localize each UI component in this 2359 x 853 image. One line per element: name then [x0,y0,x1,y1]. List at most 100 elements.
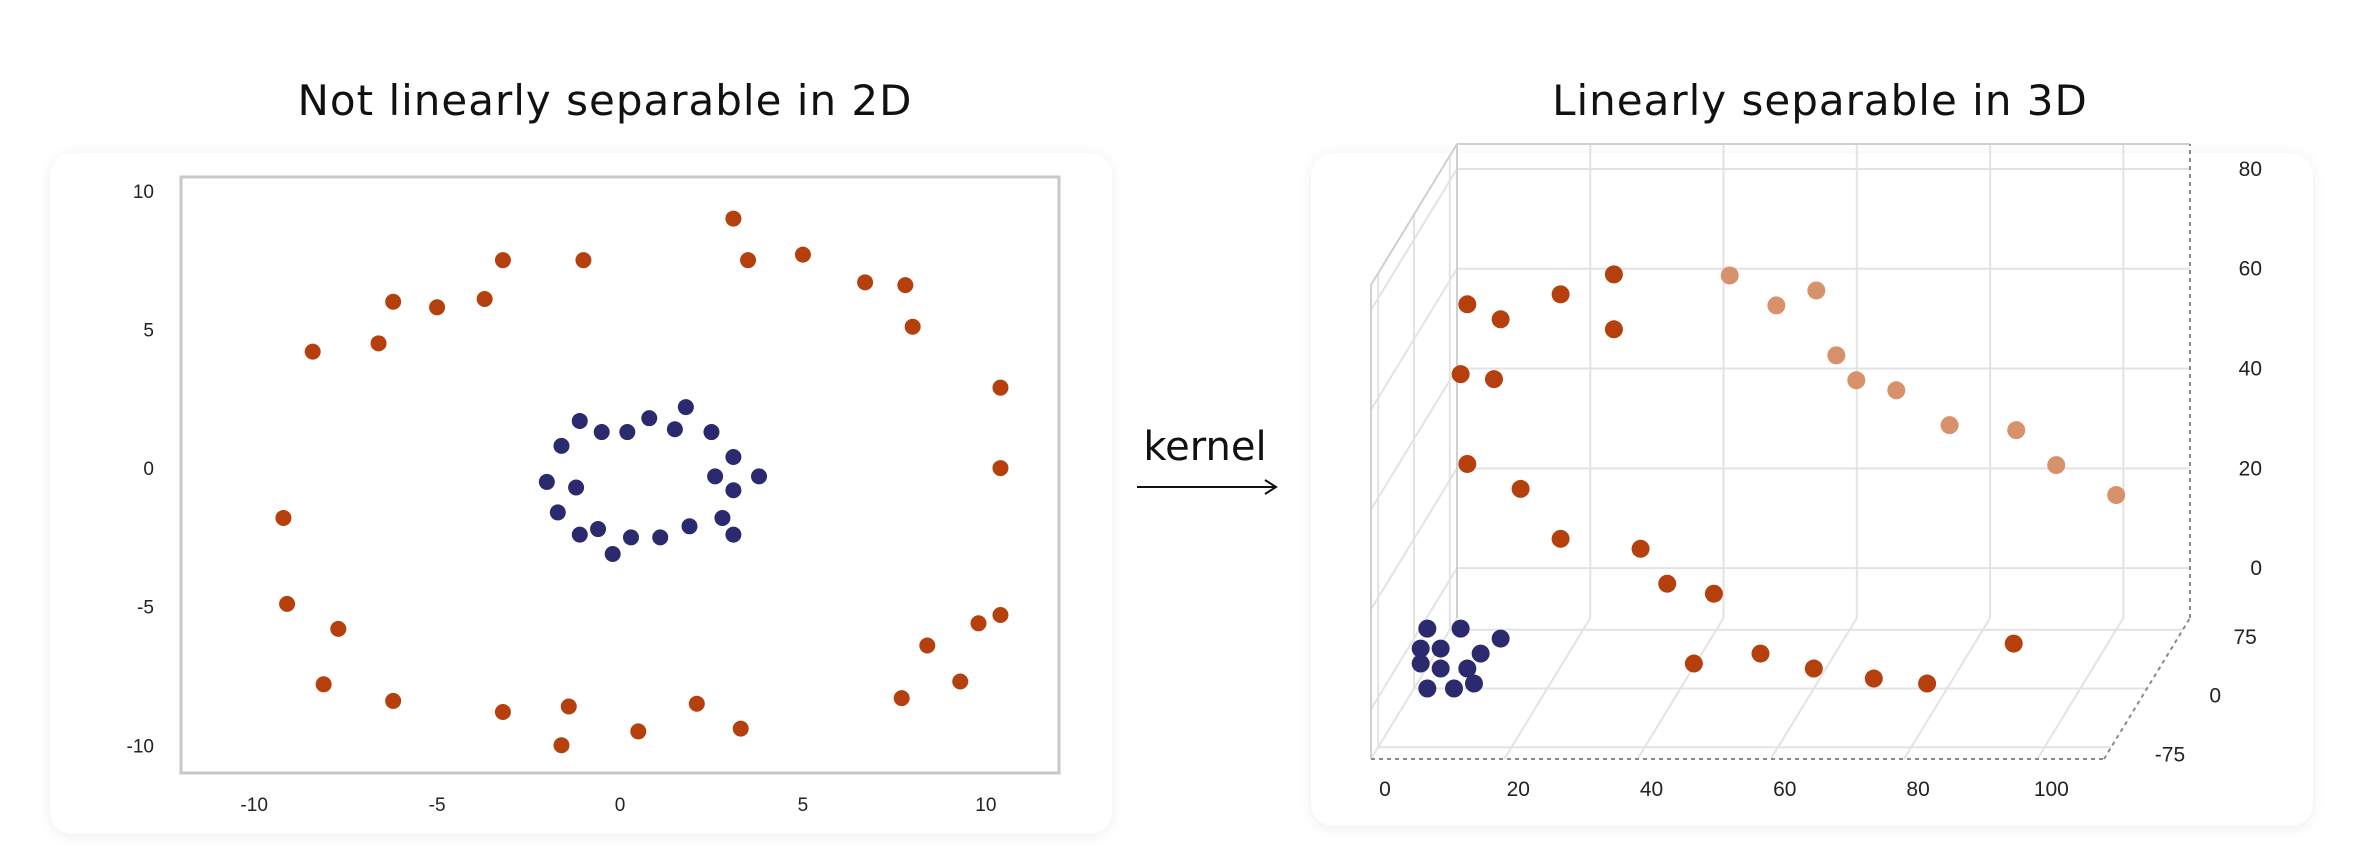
outer-ring-point-3d [1887,381,1906,400]
right-chart-title: Linearly separable in 3D [1552,76,2088,125]
outer-ring-point-3d [1807,281,1826,300]
outer-ring-point-3d [1847,371,1866,390]
outer-ring-point-3d [1458,454,1477,473]
plot-frame [179,175,1061,775]
outer-ring-point [575,252,592,269]
outer-ring-point [553,737,570,754]
outer-ring-point-3d [2004,634,2023,653]
inner-cluster-point-3d [1431,639,1450,658]
outer-ring-point-3d [1918,674,1937,693]
x-tick-label: -5 [429,795,446,816]
outer-ring-point [952,673,969,690]
x-tick-label: 100 [2034,778,2069,801]
y-tick-label: 75 [2233,626,2256,649]
inner-cluster-point [571,526,588,543]
outer-ring-point [370,335,387,352]
outer-ring-point [857,274,874,291]
kernel-label: kernel [1143,424,1267,470]
x-tick-label: -10 [240,795,267,816]
side-wall-gridline [1370,268,1458,411]
right-chart-card [1311,153,2313,826]
outer-ring-point-3d [1864,669,1883,688]
outer-ring-point [476,290,493,307]
outer-ring-point-3d [1658,574,1677,593]
outer-ring-point-3d [1491,310,1510,329]
left-chart-title: Not linearly separable in 2D [297,76,913,125]
inner-cluster-point [652,529,669,546]
inner-cluster-point [707,468,724,485]
inner-cluster-point [725,482,742,499]
outer-ring-point [688,695,705,712]
inner-cluster-point [714,509,731,526]
inner-cluster-point [571,412,588,429]
y-tick-label: -10 [127,736,154,757]
outer-ring-point-3d [1451,365,1470,384]
x-tick-label: 80 [1906,778,1929,801]
inner-cluster-point [751,468,768,485]
y-tick-label: 10 [133,182,154,203]
outer-ring-point-3d [1684,654,1703,673]
outer-ring-point-3d [1484,370,1503,389]
inner-cluster-point [681,518,698,535]
inner-cluster-point [703,424,720,441]
y-tick-label: 0 [2209,685,2221,708]
outer-ring-point [992,460,1009,477]
inner-cluster-point [677,399,694,416]
outer-ring-point-3d [2047,456,2066,475]
kernel-arrow-icon [1137,479,1278,495]
side-wall-gridline [1370,467,1458,610]
outer-ring-point-3d [1551,529,1570,548]
x-tick-label: 20 [1507,778,1530,801]
inner-cluster-point-3d [1464,674,1483,693]
inner-cluster-point-3d [1444,679,1463,698]
z-tick-label: 0 [2250,557,2262,580]
inner-cluster-point-3d [1411,639,1430,658]
x-tick-label: 60 [1773,778,1796,801]
inner-cluster-point [568,479,585,496]
outer-ring-point [385,293,402,310]
side-wall-gridline [1370,368,1458,511]
inner-cluster-point [553,437,570,454]
outer-ring-point-3d [1751,644,1770,663]
outer-ring-point [330,620,347,637]
inner-cluster-point [641,410,658,427]
outer-ring-point [904,318,921,335]
outer-ring-point [275,509,292,526]
outer-ring-point-3d [1804,659,1823,678]
inner-cluster-point [666,421,683,438]
outer-ring-point-3d [1631,539,1650,558]
z-tick-label: 80 [2239,158,2262,181]
y-axis-line [2103,617,2191,760]
outer-ring-point-3d [2007,421,2026,440]
inner-cluster-point-3d [1458,659,1477,678]
outer-ring-point [992,379,1009,396]
outer-ring-point [732,720,749,737]
outer-ring-point [630,723,647,740]
inner-cluster-point [604,546,621,563]
z-tick-label: 60 [2239,258,2262,281]
outer-ring-point [893,690,910,707]
side-wall-gridline [1370,168,1458,311]
x-tick-label: 0 [615,795,626,816]
outer-ring-point [429,299,446,316]
outer-ring-point [897,277,914,294]
x-tick-label: 10 [975,795,996,816]
inner-cluster-point-3d [1418,679,1437,698]
inner-cluster-point [593,424,610,441]
inner-cluster-point-3d [1451,619,1470,638]
outer-ring-point [315,676,332,693]
outer-ring-point [725,210,742,227]
outer-ring-point [794,246,811,263]
outer-ring-point-3d [1604,320,1623,339]
outer-ring-point [919,637,936,654]
inner-cluster-point [549,504,566,521]
x-tick-label: 40 [1640,778,1663,801]
inner-cluster-point-3d [1431,659,1450,678]
outer-ring-point-3d [1940,416,1959,435]
outer-ring-point [970,615,987,632]
inner-cluster-point-3d [1471,644,1490,663]
inner-cluster-point [619,424,636,441]
z-tick-label: 20 [2239,457,2262,480]
inner-cluster-point [590,521,607,538]
